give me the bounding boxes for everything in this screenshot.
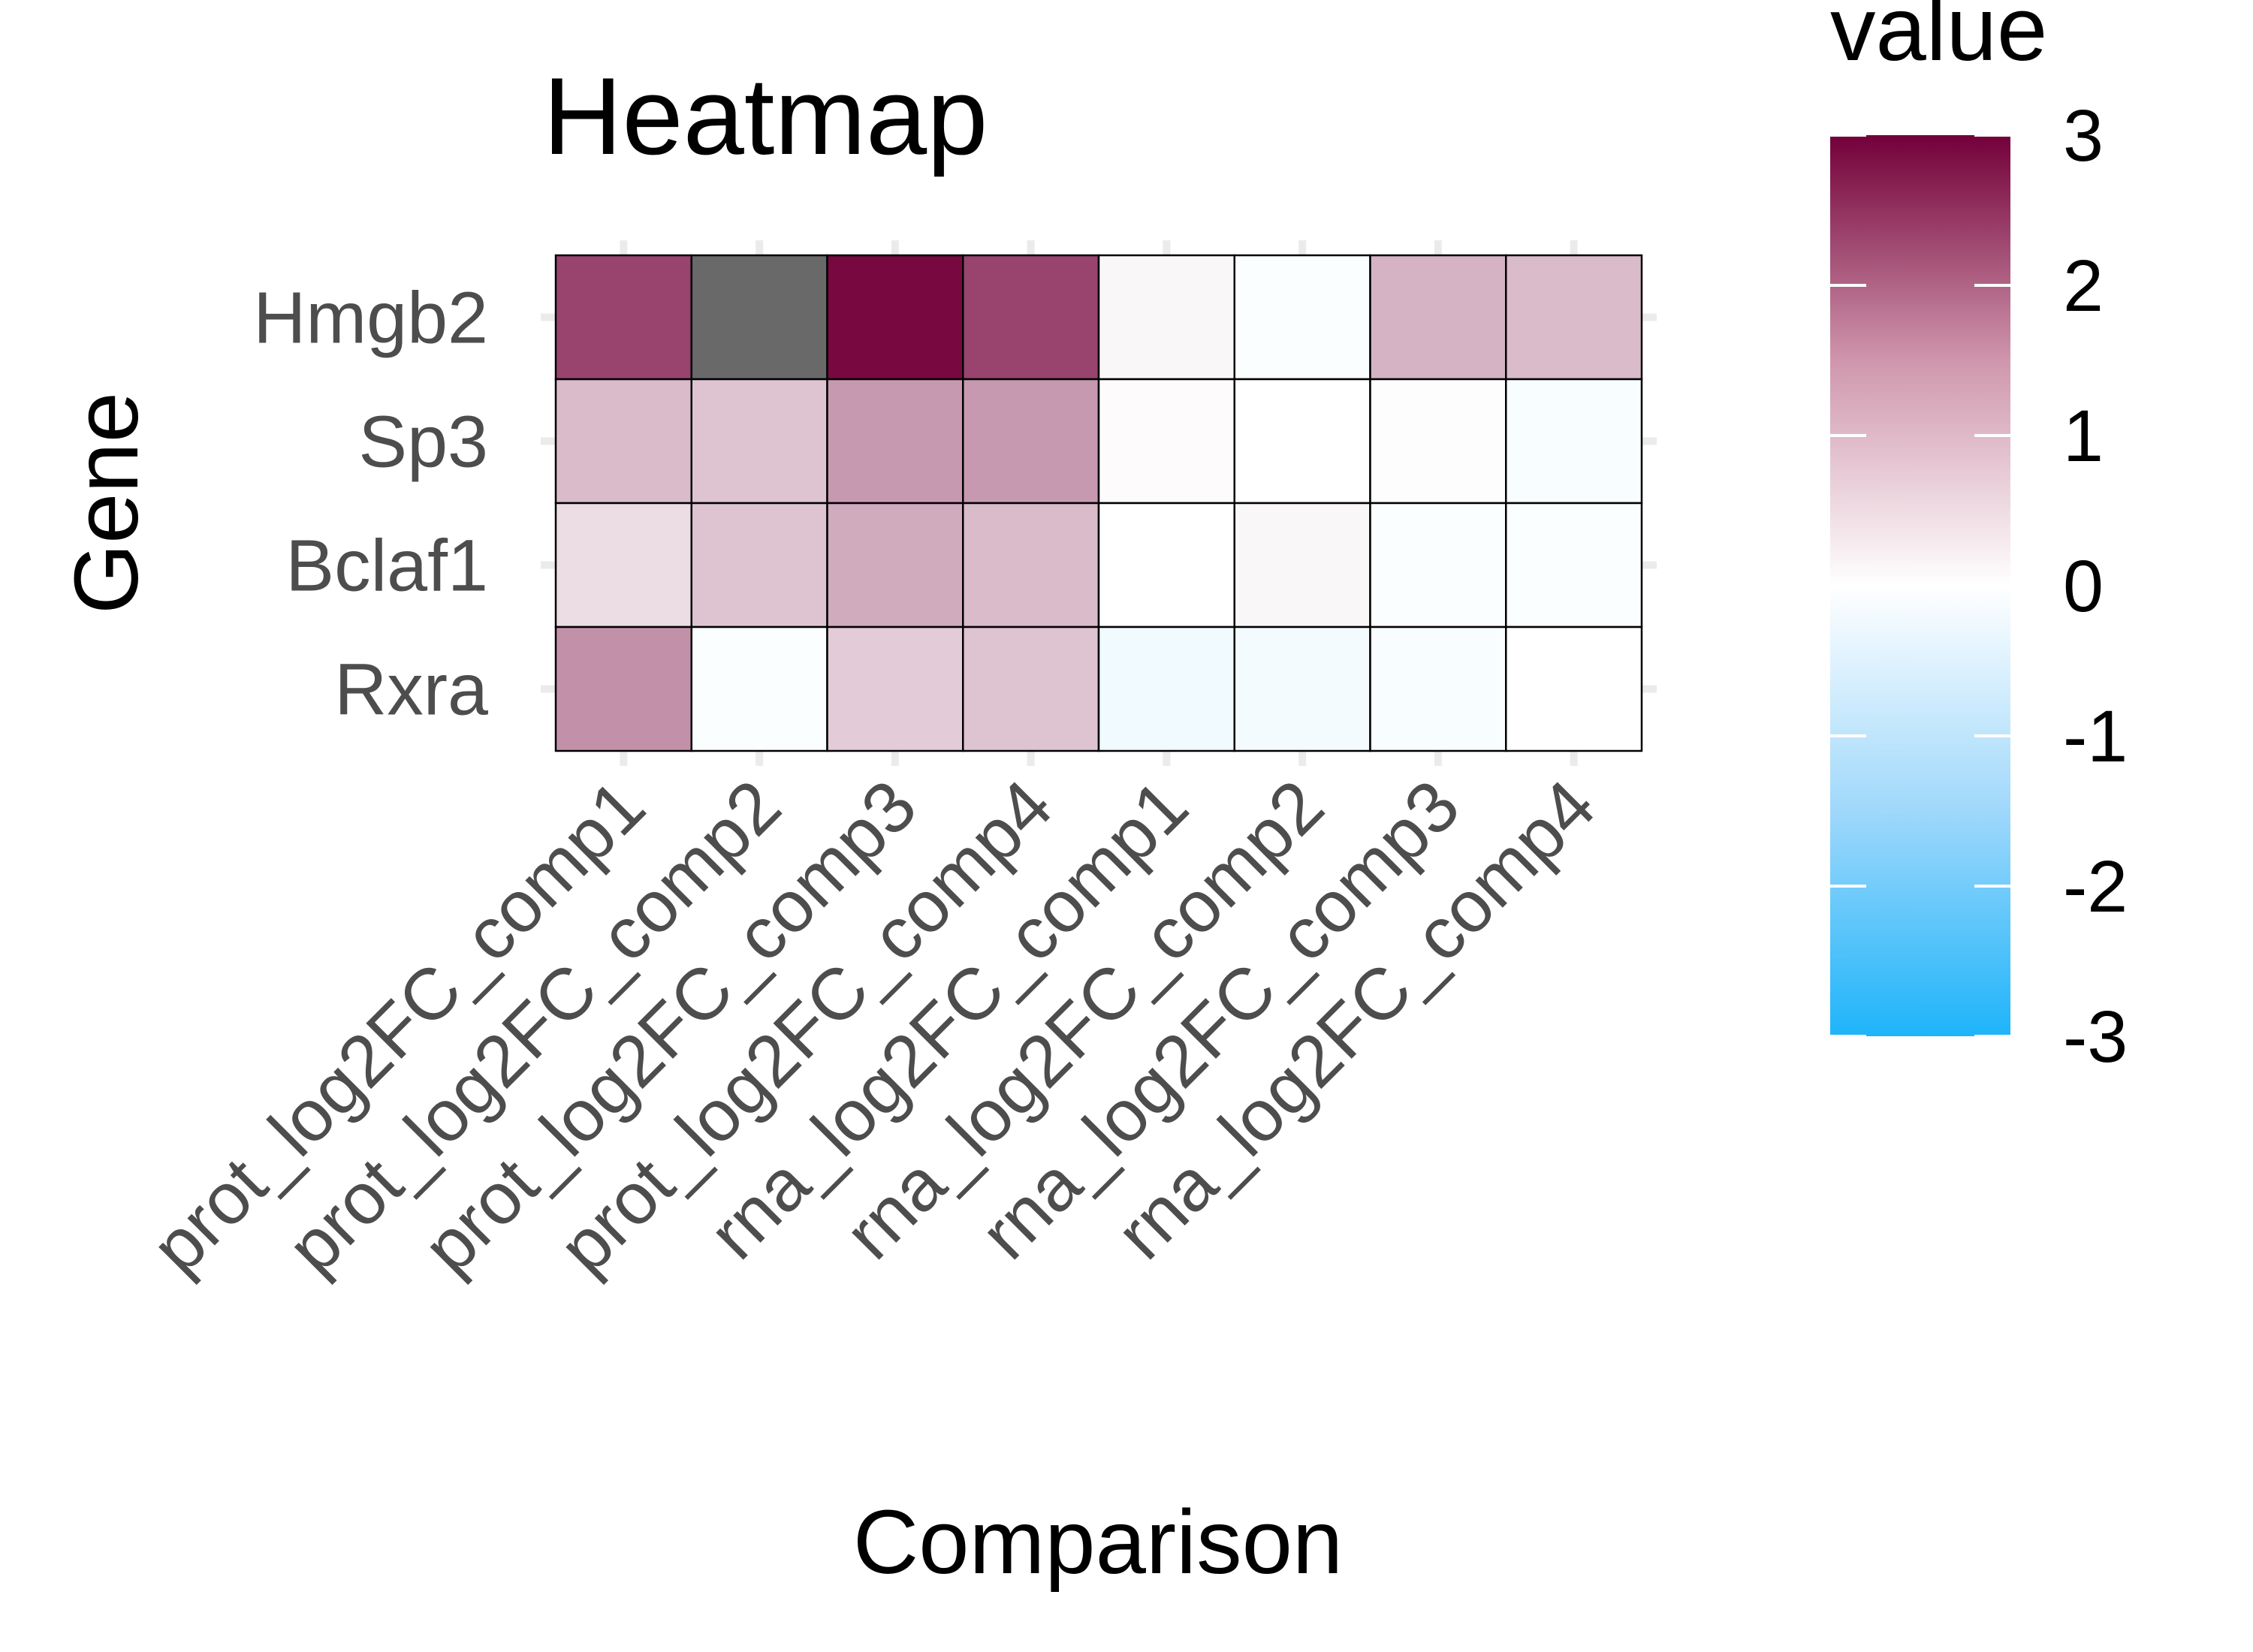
heatmap-cell <box>826 378 964 505</box>
y-axis-tick-labels: Hmgb2 Sp3 Bclaf1 Rxra <box>253 277 488 731</box>
heatmap-cell <box>826 626 964 752</box>
legend-tick-label: -3 <box>2063 996 2128 1078</box>
y-tick-label: Rxra <box>334 649 488 731</box>
heatmap-cell <box>690 502 828 629</box>
heatmap-cell <box>1505 626 1643 752</box>
heatmap-cell <box>1097 378 1235 505</box>
y-tick-label: Sp3 <box>358 401 488 483</box>
heatmap-cell <box>554 378 692 505</box>
heatmap-cell <box>962 626 1100 752</box>
heatmap-cell <box>1097 254 1235 381</box>
heatmap-cell <box>826 502 964 629</box>
heatmap-cell <box>554 254 692 381</box>
heatmap-cell <box>554 502 692 629</box>
heatmap-cell <box>1369 502 1507 629</box>
legend-title: value <box>1830 0 2047 80</box>
heatmap-cell <box>690 626 828 752</box>
heatmap-cells <box>554 254 1643 752</box>
x-axis-title: Comparison <box>853 1491 1343 1593</box>
heatmap-cell <box>554 626 692 752</box>
heatmap-cell <box>1369 626 1507 752</box>
heatmap-cell <box>690 378 828 505</box>
heatmap-cell <box>962 502 1100 629</box>
heatmap-cell <box>1233 626 1371 752</box>
x-axis-tick-labels: prot_log2FC_comp1prot_log2FC_comp2prot_l… <box>136 764 1611 1289</box>
legend-tick-label: 3 <box>2063 95 2104 176</box>
legend-tick-label: -1 <box>2063 695 2128 777</box>
heatmap-cell <box>1369 254 1507 381</box>
heatmap-cell <box>1233 254 1371 381</box>
legend-tick-label: 1 <box>2063 395 2104 477</box>
heatmap-cell <box>1369 378 1507 505</box>
heatmap-cell <box>690 254 828 381</box>
y-tick-label: Bclaf1 <box>285 525 488 607</box>
legend-ticks: 3 2 1 0 -1 -2 -3 <box>1830 95 2128 1078</box>
heatmap-cell <box>1097 626 1235 752</box>
heatmap-cell <box>1505 254 1643 381</box>
heatmap-cell <box>826 254 964 381</box>
y-axis-title: Gene <box>55 392 157 614</box>
legend-tick-label: 2 <box>2063 245 2104 327</box>
chart-title: Heatmap <box>543 55 988 177</box>
heatmap-cell <box>1097 502 1235 629</box>
heatmap-cell <box>1505 502 1643 629</box>
heatmap-cell <box>1505 378 1643 505</box>
heatmap-cell <box>962 378 1100 505</box>
heatmap-cell <box>962 254 1100 381</box>
legend-tick-label: -2 <box>2063 846 2128 927</box>
legend-tick-label: 0 <box>2063 545 2104 627</box>
heatmap-cell <box>1233 502 1371 629</box>
y-tick-label: Hmgb2 <box>253 277 488 359</box>
heatmap-cell <box>1233 378 1371 505</box>
